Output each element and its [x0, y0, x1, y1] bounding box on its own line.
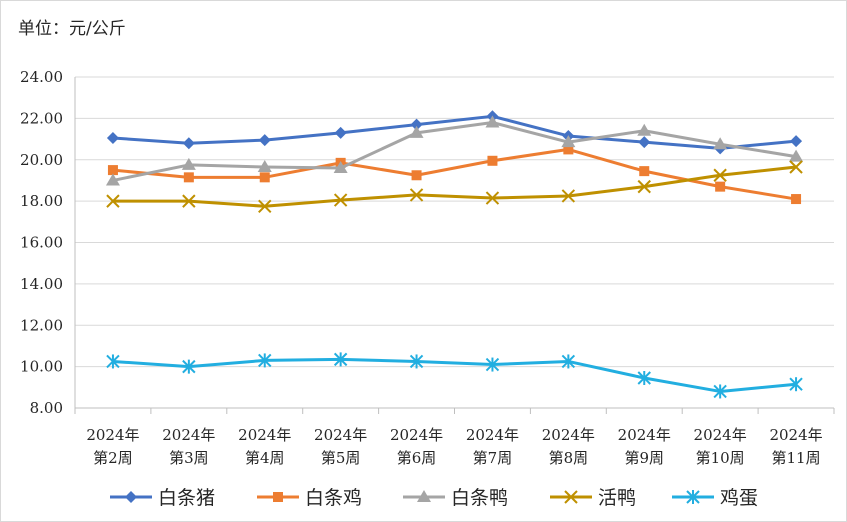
series-line-3 [112, 121, 797, 182]
data-point [561, 189, 576, 203]
data-point [713, 384, 727, 399]
x-tick-label: 2024年 [542, 426, 595, 444]
x-tick-label: 2024年 [466, 426, 519, 444]
legend-marker [686, 490, 700, 504]
data-point [106, 194, 120, 208]
data-point [410, 118, 423, 131]
data-point [485, 357, 500, 372]
x-tick-label: 第7周 [473, 449, 513, 467]
x-tick-label: 2024年 [618, 426, 671, 444]
data-point [409, 125, 424, 138]
data-point [713, 168, 727, 182]
series-line-2 [112, 147, 797, 201]
data-point [485, 115, 500, 128]
x-tick-label: 第3周 [169, 449, 209, 467]
x-tick-label: 2024年 [390, 426, 443, 444]
series-line-1 [112, 114, 797, 150]
data-point [183, 172, 194, 183]
series-line-5 [112, 357, 797, 393]
y-tick-label: 12.00 [20, 316, 63, 334]
legend-marker [273, 492, 283, 502]
data-point [182, 359, 196, 374]
x-tick-label: 2024年 [86, 426, 139, 444]
data-point [791, 194, 802, 205]
legend-label: 白条猪 [158, 487, 215, 509]
x-tick-label: 第6周 [397, 449, 437, 467]
x-tick-label: 2024年 [314, 426, 367, 444]
legend-label: 鸡蛋 [720, 487, 758, 509]
y-tick-label: 20.00 [20, 151, 63, 169]
data-point [563, 144, 574, 155]
y-tick-label: 14.00 [20, 275, 63, 293]
x-tick-label: 2024年 [694, 426, 747, 444]
data-point [106, 132, 119, 145]
data-point [106, 354, 120, 369]
series-line-4 [112, 165, 797, 208]
x-tick-label: 第9周 [624, 449, 664, 467]
x-tick-label: 2024年 [769, 426, 822, 444]
y-tick-label: 16.00 [20, 234, 63, 252]
legend-label: 白条鸡 [305, 487, 362, 509]
data-point [258, 353, 272, 368]
data-point [107, 165, 118, 176]
unit-label: 单位：元/公斤 [18, 19, 126, 39]
data-point [487, 155, 498, 166]
data-point [638, 136, 651, 149]
data-point [333, 352, 348, 367]
data-point [334, 126, 347, 139]
x-tick-label: 第8周 [549, 449, 589, 467]
data-point [181, 157, 196, 170]
data-point [715, 181, 726, 192]
data-point [789, 160, 803, 174]
x-tick-label: 第5周 [321, 449, 361, 467]
data-point [182, 194, 196, 208]
data-point [637, 179, 651, 194]
data-point [411, 170, 422, 181]
x-tick-label: 第11周 [772, 449, 821, 467]
data-point [713, 137, 728, 150]
data-point [409, 354, 424, 369]
x-tick-label: 第2周 [93, 449, 133, 467]
data-point [561, 135, 576, 148]
x-tick-label: 2024年 [162, 426, 215, 444]
data-point [257, 159, 272, 172]
x-tick-label: 第10周 [696, 449, 745, 467]
data-point [105, 173, 120, 186]
y-tick-label: 22.00 [20, 109, 63, 127]
data-point [637, 123, 652, 136]
legend-label: 白条鸭 [451, 487, 508, 509]
data-point [258, 134, 271, 147]
y-tick-label: 18.00 [20, 192, 63, 210]
y-tick-label: 8.00 [30, 399, 63, 417]
data-point [259, 172, 270, 183]
data-point [637, 371, 651, 386]
legend-marker [417, 490, 431, 502]
data-point [485, 191, 500, 205]
data-point [789, 377, 803, 392]
data-point [409, 188, 424, 202]
x-tick-label: 第4周 [245, 449, 285, 467]
data-point [790, 135, 803, 148]
y-tick-label: 24.00 [20, 68, 63, 86]
data-point [561, 354, 576, 369]
y-tick-label: 10.00 [20, 358, 63, 376]
legend-label: 活鸭 [598, 487, 636, 509]
data-point [639, 166, 650, 177]
data-point [258, 199, 272, 214]
data-point [182, 137, 195, 150]
data-point [333, 161, 348, 174]
data-point [333, 193, 348, 207]
x-tick-label: 2024年 [238, 426, 291, 444]
legend-marker [564, 490, 578, 504]
data-point [789, 149, 804, 162]
legend-marker [125, 491, 137, 503]
